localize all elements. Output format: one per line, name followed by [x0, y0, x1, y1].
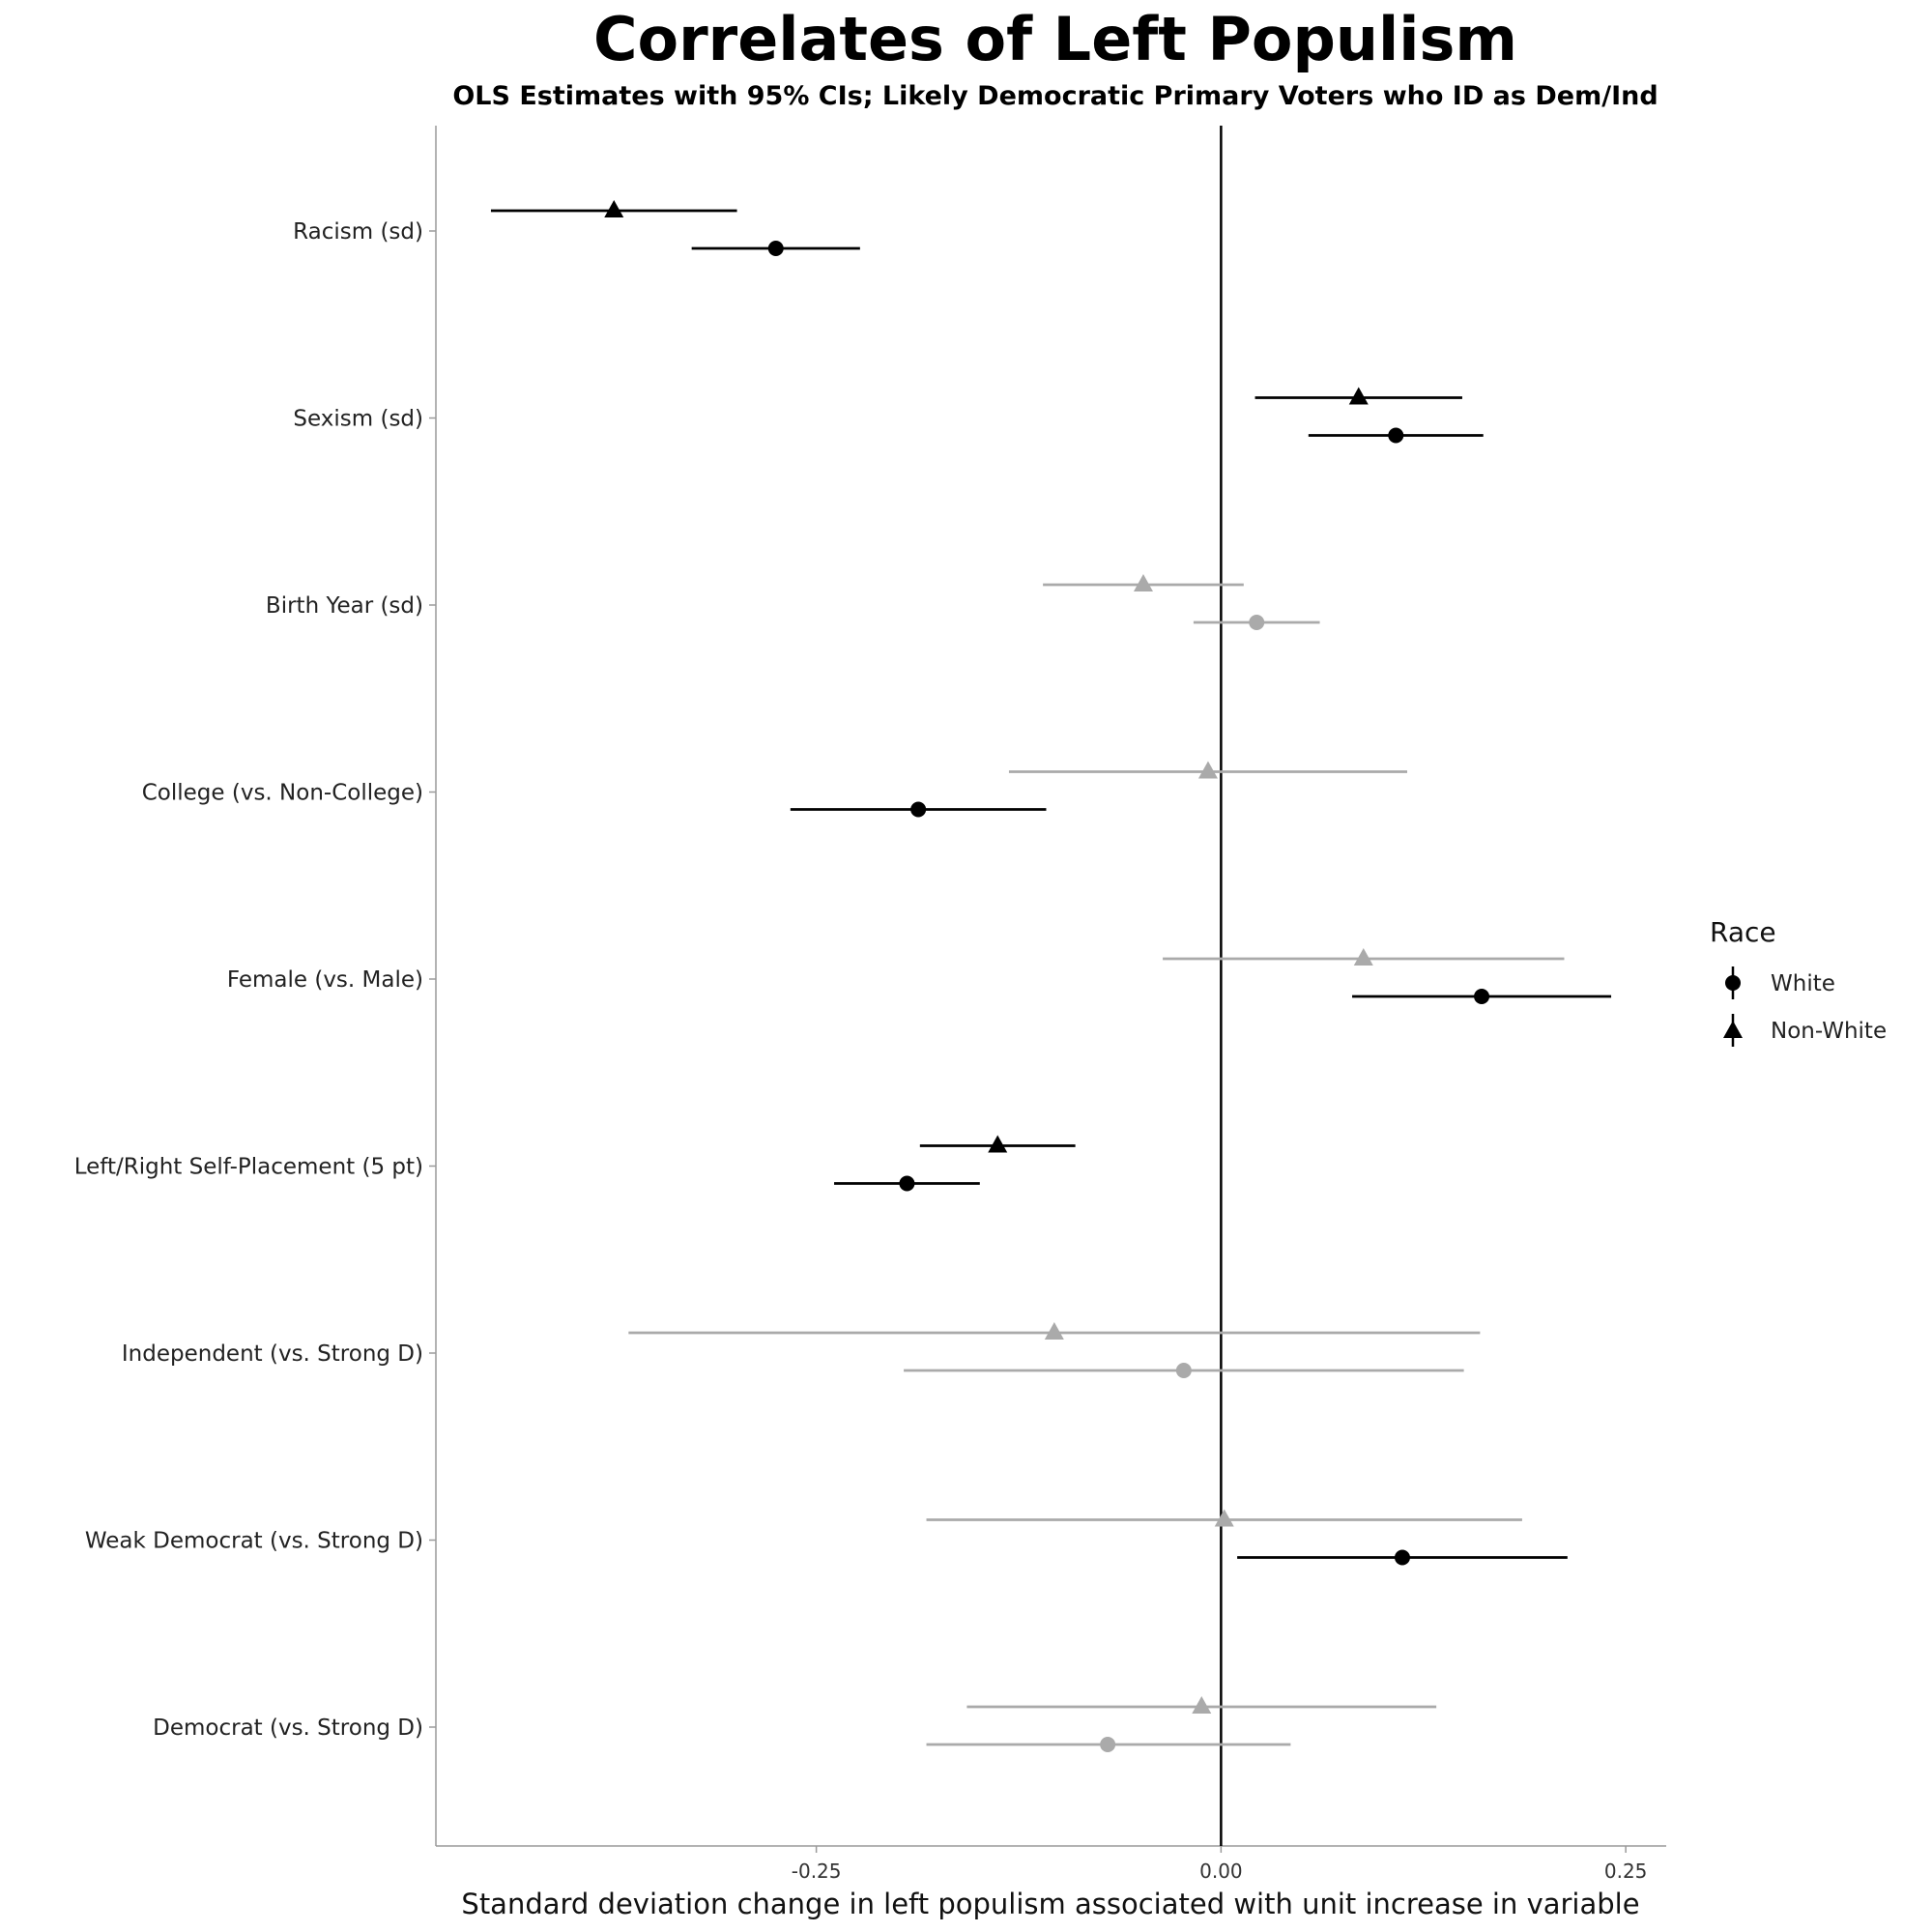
non-white-point	[1353, 948, 1373, 966]
x-tick-label: 0.25	[1604, 1860, 1648, 1883]
legend-title: Race	[1710, 916, 1776, 948]
legend-nonwhite-label: Non-White	[1771, 1019, 1887, 1044]
non-white-point	[604, 200, 624, 217]
non-white-point	[1197, 761, 1218, 779]
y-tick-label: Female (vs. Male)	[227, 967, 423, 993]
chart-subtitle: OLS Estimates with 95% CIs; Likely Democ…	[452, 81, 1658, 111]
non-white-point	[1044, 1322, 1064, 1340]
non-white-point	[988, 1135, 1008, 1153]
y-tick-label: Birth Year (sd)	[266, 593, 423, 619]
white-point	[1100, 1737, 1116, 1752]
legend-white-label: White	[1771, 971, 1835, 996]
white-point	[1249, 615, 1265, 630]
data-marks	[490, 200, 1612, 1752]
legend: Race White Non-White	[1710, 916, 1887, 1047]
y-tick-label: Racism (sd)	[293, 219, 423, 245]
white-point	[1394, 1549, 1410, 1566]
plot-area: Racism (sd) Sexism (sd) Birth Year (sd) Col…	[74, 126, 1666, 1883]
non-white-point	[1214, 1509, 1234, 1527]
legend-nonwhite-marker	[1723, 1021, 1743, 1038]
white-point	[1474, 989, 1490, 1004]
white-point	[767, 241, 784, 256]
x-tick-label: 0.00	[1199, 1860, 1243, 1883]
legend-white-marker	[1725, 975, 1741, 991]
y-tick-label: Weak Democrat (vs. Strong D)	[85, 1529, 423, 1554]
y-tick-label: Democrat (vs. Strong D)	[153, 1716, 423, 1741]
y-tick-label: Left/Right Self-Placement (5 pt)	[74, 1155, 423, 1180]
x-tick-label: -0.25	[792, 1860, 842, 1883]
chart-title: Correlates of Left Populism	[593, 4, 1517, 74]
y-tick-label: Independent (vs. Strong D)	[122, 1341, 423, 1367]
y-tick-label: College (vs. Non-College)	[142, 781, 423, 806]
white-point	[899, 1175, 915, 1192]
white-point	[1175, 1363, 1192, 1378]
y-tick-label: Sexism (sd)	[293, 407, 423, 432]
y-ticks: Racism (sd) Sexism (sd) Birth Year (sd) Col…	[74, 219, 436, 1741]
white-point	[1388, 427, 1404, 444]
non-white-point	[1348, 387, 1369, 405]
non-white-point	[1133, 574, 1153, 591]
x-axis-label: Standard deviation change in left populi…	[461, 1888, 1639, 1920]
non-white-point	[1192, 1696, 1212, 1714]
white-point	[910, 801, 927, 818]
x-ticks: -0.25 0.00 0.25	[792, 1846, 1648, 1883]
